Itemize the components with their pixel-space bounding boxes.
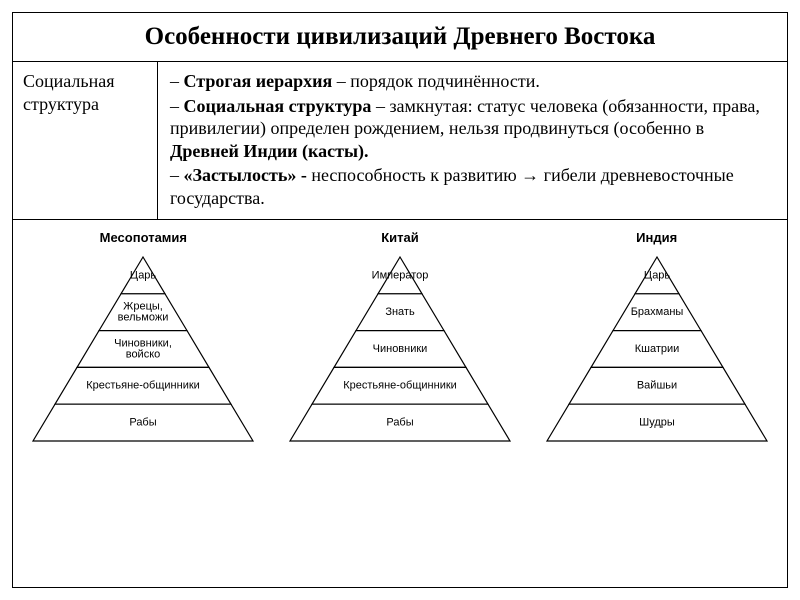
pyramids-row: Месопотамия ЦарьЖрецы,вельможиЧиновники,в… <box>13 220 787 587</box>
pyramid-level-label: Царь <box>643 269 670 281</box>
b1-pre: – <box>170 71 184 91</box>
pyramid-level-label: Рабы <box>386 417 413 429</box>
pyramid-level-label: Вайшьи <box>637 380 677 392</box>
pyramid-level-label: Император <box>372 269 429 281</box>
pyramid-block: Месопотамия ЦарьЖрецы,вельможиЧиновники,в… <box>19 230 268 449</box>
pyramid-level-label: вельможи <box>118 312 169 324</box>
pyramid-title: Месопотамия <box>100 230 187 245</box>
b2-bold: Социальная структура <box>184 96 372 116</box>
pyramid-level-label: Брахманы <box>630 306 683 318</box>
bullet-1: – Строгая иерархия – порядок подчинённос… <box>170 70 775 93</box>
pyramid-svg: Царь Брахманы Кшатрии Вайшьи Шудры <box>537 249 777 449</box>
pyramid-level-label: Чиновники <box>373 343 428 355</box>
pyramid-title: Индия <box>636 230 677 245</box>
outer-table: Особенности цивилизаций Древнего Востока… <box>12 12 788 588</box>
b3-bold: «Застылость» - <box>184 165 312 185</box>
b2-bold2: Древней Индии (касты). <box>170 141 369 161</box>
b1-bold: Строгая иерархия <box>184 71 333 91</box>
b3-pre: – <box>170 165 184 185</box>
info-right-content: – Строгая иерархия – порядок подчинённос… <box>158 62 787 219</box>
b1-rest: – порядок подчинённости. <box>332 71 540 91</box>
bullet-3: – «Застылость» - неспособность к развити… <box>170 164 775 209</box>
pyramid-level-label: Шудры <box>639 417 675 429</box>
pyramid-level-label: Крестьяне-общинники <box>87 380 201 392</box>
bullet-2: – Социальная структура – замкнутая: стат… <box>170 95 775 163</box>
info-left-label: Социальная структура <box>13 62 158 219</box>
pyramid-block: Индия Царь Брахманы Кшатрии Вайшьи Шудры <box>532 230 781 449</box>
pyramid-level-label: Знать <box>385 306 415 318</box>
pyramid-title: Китай <box>381 230 419 245</box>
b2-pre: – <box>170 96 184 116</box>
pyramid-level-label: Рабы <box>130 417 157 429</box>
pyramid-level-label: Крестьяне-общинники <box>343 380 457 392</box>
title-row: Особенности цивилизаций Древнего Востока <box>13 13 787 62</box>
pyramid-svg: ЦарьЖрецы,вельможиЧиновники,войскоКресть… <box>23 249 263 449</box>
pyramid-level-label: Кшатрии <box>634 343 679 355</box>
pyramid-level-label: Царь <box>130 269 157 281</box>
pyramid-block: Китай Император Знать Чиновники Крестьяне-об… <box>276 230 525 449</box>
pyramid-level-label: войско <box>126 348 161 360</box>
page-title: Особенности цивилизаций Древнего Востока <box>25 23 775 51</box>
info-row: Социальная структура – Строгая иерархия … <box>13 62 787 220</box>
pyramid-svg: Император Знать Чиновники Крестьяне-общинни… <box>280 249 520 449</box>
